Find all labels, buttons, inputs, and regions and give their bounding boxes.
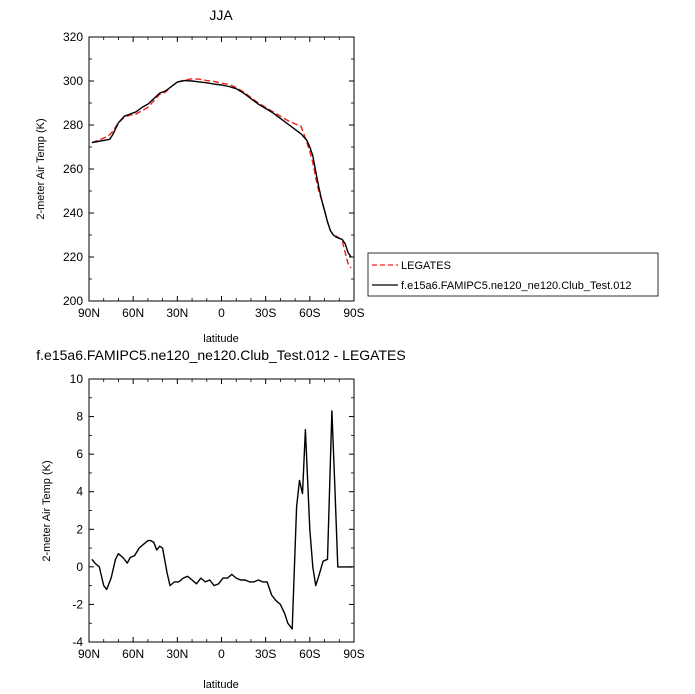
x-tick-label: 60N bbox=[122, 306, 144, 320]
x-tick-label: 60S bbox=[299, 647, 320, 661]
legend-box bbox=[367, 252, 659, 297]
y-tick-label: 2 bbox=[76, 522, 83, 536]
y-tick-label: 220 bbox=[63, 250, 83, 264]
x-tick-label: 90N bbox=[78, 647, 100, 661]
legend: LEGATES f.e15a6.FAMIPC5.ne120_ne120.Club… bbox=[367, 252, 659, 297]
y-tick-label: 320 bbox=[63, 30, 83, 44]
y-tick-label: -2 bbox=[72, 597, 83, 611]
y-tick-label: 300 bbox=[63, 74, 83, 88]
x-tick-label: 90S bbox=[343, 647, 364, 661]
plot-frame bbox=[88, 378, 355, 643]
y-axis-label: 2-meter Air Temp (K) bbox=[41, 460, 53, 561]
series-line-difference bbox=[91, 410, 353, 630]
y-tick-label: 4 bbox=[76, 485, 83, 499]
x-tick-label: 0 bbox=[218, 647, 225, 661]
legend-label-model: f.e15a6.FAMIPC5.ne120_ne120.Club_Test.01… bbox=[401, 280, 632, 292]
difference-chart: f.e15a6.FAMIPC5.ne120_ne120.Club_Test.01… bbox=[36, 347, 405, 691]
y-axis-label: 2-meter Air Temp (K) bbox=[35, 118, 47, 219]
x-tick-label: 90N bbox=[78, 306, 100, 320]
x-tick-label: 90S bbox=[343, 306, 364, 320]
x-tick-label: 0 bbox=[218, 306, 225, 320]
y-tick-label: -4 bbox=[72, 635, 83, 649]
x-tick-label: 60S bbox=[299, 306, 320, 320]
temperature-chart: JJA 90N 60N 30N 0 30S 60S 90S 200 220 240 260 280 30… bbox=[35, 7, 659, 345]
y-tick-label: 8 bbox=[76, 410, 83, 424]
x-axis-label: latitude bbox=[203, 679, 238, 691]
y-tick-label: 200 bbox=[63, 294, 83, 308]
chart-title: JJA bbox=[209, 7, 233, 23]
legend-label-legates: LEGATES bbox=[401, 260, 451, 272]
x-tick-label: 30S bbox=[255, 647, 276, 661]
series-line-f-e15a6-famipc5-ne120-ne120-club-test-012 bbox=[91, 79, 352, 258]
y-tick-label: 0 bbox=[76, 560, 83, 574]
x-tick-label: 60N bbox=[122, 647, 144, 661]
series-line-legates bbox=[91, 78, 352, 269]
x-tick-label: 30S bbox=[255, 306, 276, 320]
y-tick-label: 10 bbox=[70, 372, 84, 386]
y-tick-label: 260 bbox=[63, 162, 83, 176]
chart-title: f.e15a6.FAMIPC5.ne120_ne120.Club_Test.01… bbox=[36, 347, 405, 363]
y-tick-label: 240 bbox=[63, 206, 83, 220]
y-tick-label: 6 bbox=[76, 447, 83, 461]
x-tick-label: 30N bbox=[166, 306, 188, 320]
x-axis-label: latitude bbox=[203, 333, 238, 345]
x-tick-label: 30N bbox=[166, 647, 188, 661]
y-tick-label: 280 bbox=[63, 118, 83, 132]
